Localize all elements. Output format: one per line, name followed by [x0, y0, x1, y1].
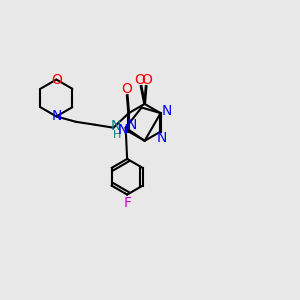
Text: N: N [126, 118, 137, 132]
Text: N: N [110, 119, 121, 133]
Text: N: N [118, 123, 128, 137]
Text: F: F [123, 196, 131, 210]
Text: N: N [51, 110, 62, 123]
Text: H: H [113, 130, 121, 140]
Text: O: O [51, 73, 62, 87]
Text: O: O [121, 82, 132, 96]
Text: N: N [162, 104, 172, 118]
Text: O: O [134, 73, 145, 87]
Text: O: O [141, 73, 152, 87]
Text: N: N [157, 131, 167, 145]
